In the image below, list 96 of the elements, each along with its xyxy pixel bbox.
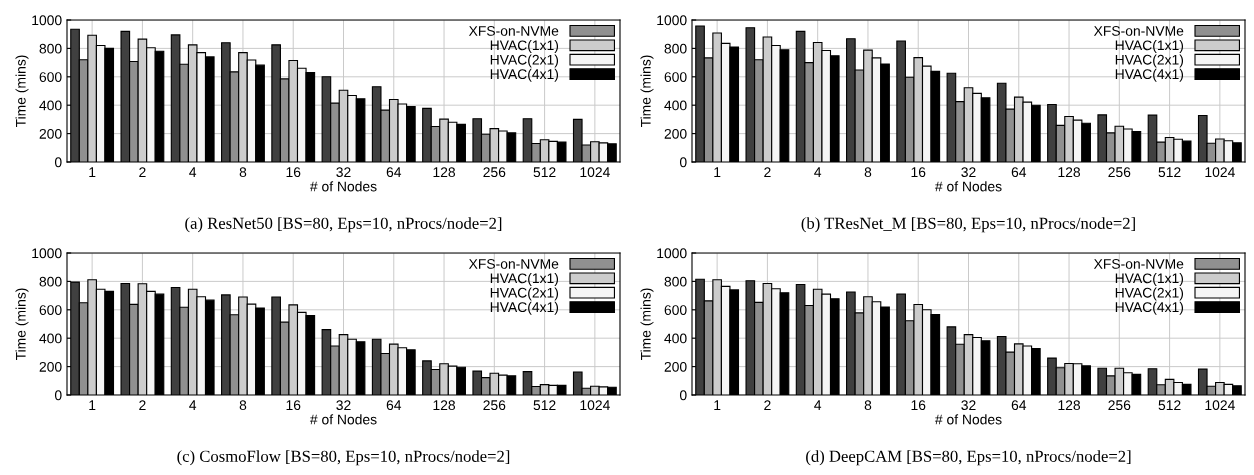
x-tick-label: 256 xyxy=(483,167,506,178)
legend-label: HVAC(4x1) xyxy=(1115,68,1184,82)
y-axis-title: Time (mins) xyxy=(15,288,29,361)
x-tick-label: 4 xyxy=(814,167,822,177)
y-tick-label: 600 xyxy=(664,72,687,82)
y-tick-label: 800 xyxy=(39,276,62,287)
y-tick-label: 1000 xyxy=(657,248,687,259)
x-tick-label: 1024 xyxy=(1205,400,1235,411)
y-tick-label: 400 xyxy=(39,333,62,344)
legend-label: HVAC(1x1) xyxy=(490,273,559,286)
y-tick-label: 200 xyxy=(39,361,62,372)
y-tick-label: 200 xyxy=(39,128,62,139)
y-tick-label: 800 xyxy=(664,276,687,287)
y-tick-label: 200 xyxy=(664,128,687,139)
x-tick-label: 4 xyxy=(189,400,197,410)
x-tick-label: 8 xyxy=(864,167,872,178)
x-tick-label: 128 xyxy=(1058,167,1081,178)
legend-label: XFS-on-NVMe xyxy=(468,259,559,269)
y-tick-label: 0 xyxy=(54,157,62,168)
y-tick-label: 0 xyxy=(54,390,62,401)
x-tick-label: 256 xyxy=(1108,400,1131,411)
y-tick-label: 1000 xyxy=(32,15,62,26)
x-tick-label: 32 xyxy=(336,167,351,178)
x-tick-label: 16 xyxy=(911,400,926,411)
y-tick-label: 0 xyxy=(679,390,687,401)
x-tick-label: 8 xyxy=(239,400,247,411)
x-tick-label: 2 xyxy=(764,400,771,410)
x-tick-label: 128 xyxy=(433,167,456,178)
y-tick-label: 1000 xyxy=(32,248,62,259)
x-axis-title: # of Nodes xyxy=(309,414,377,425)
x-tick-label: 64 xyxy=(1011,400,1027,411)
legend-label: HVAC(2x1) xyxy=(490,54,559,68)
x-tick-label: 4 xyxy=(189,167,197,177)
legend-label: HVAC(4x1) xyxy=(1115,301,1184,315)
x-tick-label: 16 xyxy=(911,167,926,178)
legend-label: HVAC(2x1) xyxy=(1115,54,1184,68)
x-tick-label: 512 xyxy=(1158,167,1181,178)
x-tick-label: 1024 xyxy=(1205,167,1235,178)
y-tick-label: 1000 xyxy=(657,15,687,26)
legend-label: HVAC(4x1) xyxy=(490,301,559,315)
x-tick-label: 2 xyxy=(139,400,146,410)
x-axis-title: # of Nodes xyxy=(934,414,1002,425)
x-tick-label: 1024 xyxy=(580,167,610,178)
y-tick-label: 800 xyxy=(664,43,687,54)
y-tick-label: 400 xyxy=(664,100,687,111)
x-axis-title: # of Nodes xyxy=(309,181,377,192)
x-tick-label: 1 xyxy=(89,400,96,410)
x-tick-label: 1 xyxy=(714,167,721,177)
legend-label: XFS-on-NVMe xyxy=(1093,259,1184,269)
x-tick-label: 8 xyxy=(239,167,247,178)
x-tick-label: 64 xyxy=(386,167,402,178)
x-tick-label: 16 xyxy=(286,400,301,411)
x-tick-label: 32 xyxy=(961,400,976,411)
y-axis-title: Time (mins) xyxy=(15,55,29,128)
x-tick-label: 256 xyxy=(483,400,506,411)
y-tick-label: 600 xyxy=(664,305,687,315)
y-tick-label: 400 xyxy=(39,100,62,111)
x-tick-label: 256 xyxy=(1108,167,1131,178)
y-axis-title: Time (mins) xyxy=(640,55,654,128)
y-tick-label: 0 xyxy=(679,157,687,168)
x-tick-label: 2 xyxy=(764,167,771,177)
legend-label: HVAC(1x1) xyxy=(1115,273,1184,286)
y-tick-label: 200 xyxy=(664,361,687,372)
y-tick-label: 600 xyxy=(39,305,62,315)
y-tick-label: 800 xyxy=(39,43,62,54)
x-tick-label: 32 xyxy=(336,400,351,411)
text: (c) CosmoFlow [BS=80, Eps=10, nProcs/node=2] xyxy=(177,450,510,466)
x-tick-label: 512 xyxy=(533,400,556,411)
x-tick-label: 64 xyxy=(386,400,402,411)
x-tick-label: 16 xyxy=(286,167,301,178)
x-tick-label: 512 xyxy=(1158,400,1181,411)
text: (d) DeepCAM [BS=80, Eps=10, nProcs/node=2] xyxy=(806,450,1131,466)
legend-label: HVAC(2x1) xyxy=(490,287,559,301)
x-tick-label: 32 xyxy=(961,167,976,178)
x-tick-label: 4 xyxy=(814,400,822,410)
x-tick-label: 2 xyxy=(139,167,146,177)
y-tick-label: 400 xyxy=(664,333,687,344)
x-tick-label: 64 xyxy=(1011,167,1027,178)
legend-label: HVAC(4x1) xyxy=(490,68,559,82)
x-tick-label: 512 xyxy=(533,167,556,178)
legend-label: HVAC(1x1) xyxy=(490,40,559,53)
legend-label: XFS-on-NVMe xyxy=(468,26,559,36)
x-tick-label: 128 xyxy=(1058,400,1081,411)
y-axis-title: Time (mins) xyxy=(640,288,654,361)
legend-label: HVAC(1x1) xyxy=(1115,40,1184,53)
x-tick-label: 128 xyxy=(433,400,456,411)
y-tick-label: 600 xyxy=(39,72,62,82)
legend-label: XFS-on-NVMe xyxy=(1093,26,1184,36)
x-tick-label: 8 xyxy=(864,400,872,411)
legend-label: HVAC(2x1) xyxy=(1115,287,1184,301)
x-tick-label: 1 xyxy=(714,400,721,410)
text: (a) ResNet50 [BS=80, Eps=10, nProcs/node=2] xyxy=(185,217,502,233)
text: (b) TResNet_M [BS=80, Eps=10, nProcs/node=2] xyxy=(801,217,1135,233)
x-axis-title: # of Nodes xyxy=(934,181,1002,192)
x-tick-label: 1024 xyxy=(580,400,610,411)
x-tick-label: 1 xyxy=(89,167,96,177)
